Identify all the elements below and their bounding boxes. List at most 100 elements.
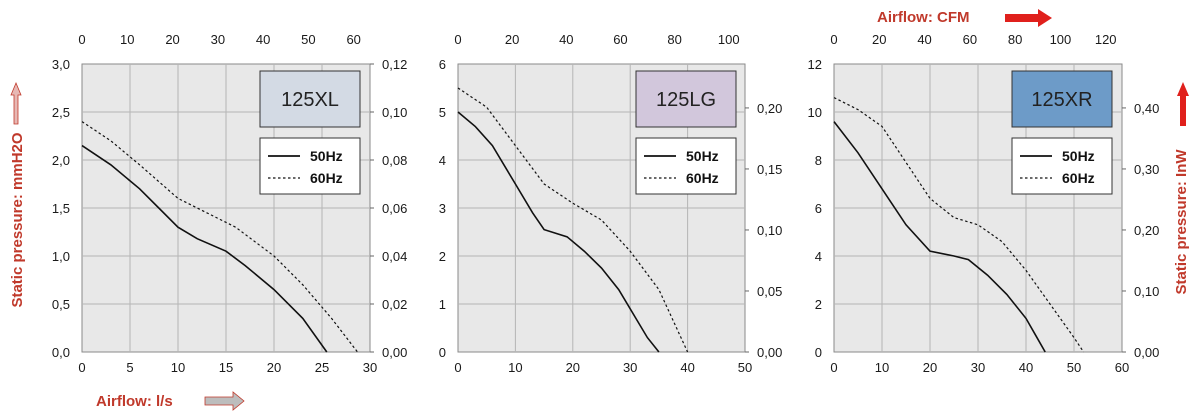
series-line-50Hz [833, 121, 1046, 353]
x-tick-label: 20 [566, 360, 580, 375]
model-label: 125XL [281, 89, 339, 111]
top-tick-label: 10 [120, 32, 134, 47]
series-line-50Hz [457, 111, 660, 353]
y-tick-label: 5 [439, 105, 446, 120]
y-tick-label: 3,0 [52, 57, 70, 72]
model-badge [259, 70, 361, 128]
right-arrow-red-icon [1005, 9, 1052, 27]
x-tick-label: 40 [1019, 360, 1033, 375]
top-tick-label: 40 [917, 32, 931, 47]
right-tick-label: 0,12 [382, 57, 407, 72]
y-tick-label: 6 [815, 201, 822, 216]
top-tick-label: 120 [1095, 32, 1117, 47]
up-arrow-grey-icon [10, 81, 22, 125]
y-tick-label: 12 [808, 57, 822, 72]
top-tick-label: 40 [559, 32, 573, 47]
x-tick-label: 30 [971, 360, 985, 375]
top-tick-label: 50 [301, 32, 315, 47]
y-tick-label: 2,0 [52, 153, 70, 168]
series-line-50Hz [81, 144, 328, 353]
y-tick-label: 1 [439, 297, 446, 312]
x-tick-label: 30 [363, 360, 377, 375]
right-tick-label: 0,10 [1134, 284, 1159, 299]
x-tick-label: 5 [126, 360, 133, 375]
x-tick-label: 50 [1067, 360, 1081, 375]
x-tick-label: 10 [875, 360, 889, 375]
x-tick-label: 0 [830, 360, 837, 375]
right-tick-label: 0,00 [382, 345, 407, 360]
bottom-x-axis-label: Airflow: l/s [96, 393, 173, 410]
right-tick-label: 0,06 [382, 201, 407, 216]
top-tick-label: 20 [872, 32, 886, 47]
y-tick-label: 1,0 [52, 249, 70, 264]
top-tick-label: 0 [454, 32, 461, 47]
right-tick-label: 0,04 [382, 249, 407, 264]
legend-box [259, 137, 361, 195]
y-tick-label: 4 [815, 249, 822, 264]
x-tick-label: 20 [923, 360, 937, 375]
top-tick-label: 0 [830, 32, 837, 47]
legend-label-60hz: 60Hz [686, 170, 719, 186]
model-badge [635, 70, 737, 128]
y-tick-label: 2,5 [52, 105, 70, 120]
right-tick-label: 0,00 [757, 345, 782, 360]
right-tick-label: 0,08 [382, 153, 407, 168]
y-tick-label: 0 [815, 345, 822, 360]
x-tick-label: 60 [1115, 360, 1129, 375]
right-tick-label: 0,00 [1134, 345, 1159, 360]
top-tick-label: 20 [505, 32, 519, 47]
y-tick-label: 4 [439, 153, 446, 168]
left-y-axis-label: Static pressure: mmH2O [9, 132, 26, 307]
x-tick-label: 10 [508, 360, 522, 375]
x-tick-label: 10 [171, 360, 185, 375]
top-tick-label: 80 [1008, 32, 1022, 47]
series-line-60Hz [833, 97, 1085, 353]
x-tick-label: 30 [623, 360, 637, 375]
top-tick-label: 30 [211, 32, 225, 47]
right-tick-label: 0,15 [757, 162, 782, 177]
top-tick-label: 80 [667, 32, 681, 47]
series-line-60Hz [81, 121, 358, 353]
top-tick-label: 100 [1050, 32, 1072, 47]
chart-125XL: 0 5 10 15 20 25 30 0,0 0,5 1,0 1,5 2,0 2,5 3,0 0 10 20 30… [52, 32, 407, 375]
top-x-axis-label: Airflow: CFM [877, 9, 969, 26]
legend-label-50hz: 50Hz [310, 148, 343, 164]
y-tick-label: 0 [439, 345, 446, 360]
x-tick-label: 15 [219, 360, 233, 375]
y-tick-label: 10 [808, 105, 822, 120]
top-tick-label: 60 [963, 32, 977, 47]
top-tick-label: 100 [718, 32, 740, 47]
legend-box [635, 137, 737, 195]
top-tick-label: 20 [165, 32, 179, 47]
legend-label-50hz: 50Hz [1062, 148, 1095, 164]
y-tick-label: 1,5 [52, 201, 70, 216]
right-tick-label: 0,20 [1134, 223, 1159, 238]
right-tick-label: 0,02 [382, 297, 407, 312]
model-label: 125XR [1031, 89, 1092, 111]
right-tick-label: 0,05 [757, 284, 782, 299]
right-tick-label: 0,10 [757, 223, 782, 238]
y-tick-label: 3 [439, 201, 446, 216]
y-tick-label: 8 [815, 153, 822, 168]
top-tick-label: 0 [78, 32, 85, 47]
x-tick-label: 25 [315, 360, 329, 375]
right-tick-label: 0,40 [1134, 101, 1159, 116]
legend-label-60hz: 60Hz [1062, 170, 1095, 186]
top-tick-label: 60 [613, 32, 627, 47]
right-tick-label: 0,10 [382, 105, 407, 120]
charts-group: 0 5 10 15 20 25 300,00,51,01,52,02,53,00 10 20 30… [52, 32, 1159, 375]
top-tick-label: 60 [346, 32, 360, 47]
x-tick-label: 40 [680, 360, 694, 375]
model-label: 125LG [656, 89, 716, 111]
y-tick-label: 0,5 [52, 297, 70, 312]
series-line-60Hz [457, 87, 689, 353]
up-arrow-red-icon [1177, 82, 1189, 126]
x-tick-label: 20 [267, 360, 281, 375]
right-arrow-grey-icon [204, 391, 245, 411]
model-badge [1011, 70, 1113, 128]
y-tick-label: 0,0 [52, 345, 70, 360]
legend-label-50hz: 50Hz [686, 148, 719, 164]
